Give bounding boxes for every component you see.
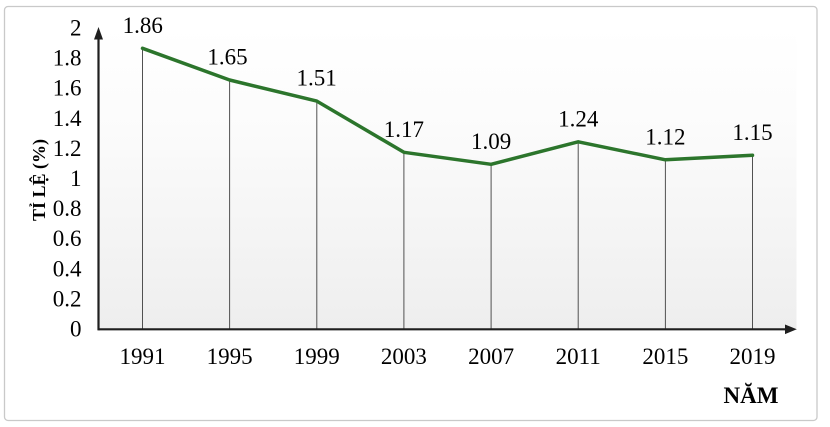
svg-text:1995: 1995 [207,344,253,369]
svg-text:TỈ LỆ (%): TỈ LỆ (%) [28,139,50,221]
svg-text:NĂM: NĂM [724,382,779,408]
svg-text:2007: 2007 [468,344,514,369]
svg-text:1.12: 1.12 [645,124,685,149]
svg-text:1.15: 1.15 [732,120,772,145]
svg-text:1991: 1991 [120,344,166,369]
svg-text:1.8: 1.8 [53,46,82,71]
svg-text:0.4: 0.4 [53,256,82,281]
svg-text:1.4: 1.4 [53,106,82,131]
svg-text:2015: 2015 [642,344,688,369]
svg-text:2: 2 [70,16,82,41]
svg-text:1.86: 1.86 [123,13,163,38]
svg-text:1: 1 [70,166,82,191]
svg-text:2003: 2003 [381,344,427,369]
svg-text:1.2: 1.2 [53,136,82,161]
svg-text:1.6: 1.6 [53,76,82,101]
svg-text:0.2: 0.2 [53,286,82,311]
svg-text:0.6: 0.6 [53,226,82,251]
svg-text:1999: 1999 [294,344,340,369]
svg-text:1.65: 1.65 [207,45,247,70]
svg-text:1.51: 1.51 [296,66,336,91]
svg-text:2011: 2011 [556,344,601,369]
svg-text:0.8: 0.8 [53,196,82,221]
svg-text:1.09: 1.09 [471,129,511,154]
svg-text:1.17: 1.17 [384,117,424,142]
svg-text:2019: 2019 [730,344,776,369]
svg-text:0: 0 [70,317,82,342]
svg-text:1.24: 1.24 [558,106,599,131]
